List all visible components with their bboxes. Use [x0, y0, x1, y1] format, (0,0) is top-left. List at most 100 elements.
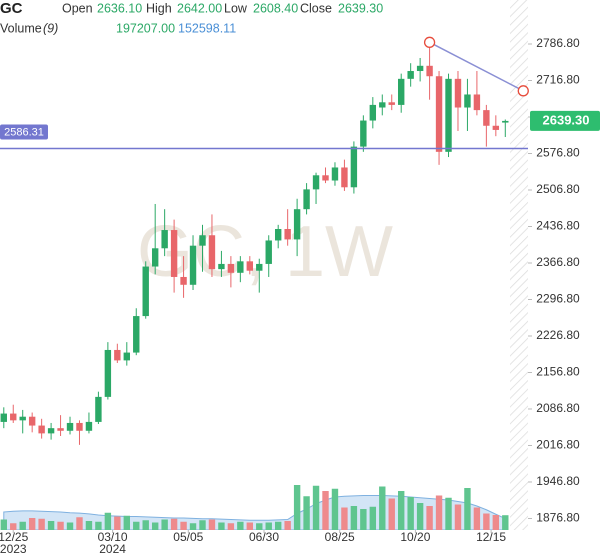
future-hatch	[510, 0, 528, 530]
y-tick-label: 2716.80	[536, 73, 580, 87]
candle-body	[426, 65, 433, 77]
volume-bar	[360, 509, 367, 530]
volume-bar	[199, 520, 206, 530]
volume-bar	[180, 521, 187, 530]
candle-body	[208, 235, 216, 270]
volume-bar	[416, 503, 424, 530]
volume-bar	[85, 521, 93, 530]
field-value: 2636.10	[97, 1, 142, 15]
candle-body	[237, 261, 244, 273]
candle-body	[114, 349, 121, 361]
candle-body	[502, 120, 509, 123]
volume-bar	[473, 507, 481, 530]
candle-body	[161, 230, 168, 249]
candle-body	[369, 104, 377, 121]
y-tick-label: 2506.80	[536, 182, 580, 196]
trend-line	[429, 41, 524, 92]
x-tick-label: 12/25	[0, 530, 29, 544]
volume-bar	[331, 488, 339, 530]
candle-body	[180, 276, 187, 285]
volume-bar	[38, 518, 45, 530]
volume-bar	[464, 488, 471, 530]
volume-bar	[312, 485, 320, 530]
volume-bar	[10, 523, 17, 530]
candle-body	[28, 416, 36, 426]
volume-bar	[114, 516, 121, 530]
volume-bar	[274, 521, 282, 530]
volume-name: Volume	[0, 21, 42, 35]
volume-bar	[322, 491, 329, 530]
candle-body	[483, 110, 490, 126]
y-tick-label: 2576.80	[536, 146, 580, 160]
volume-bar	[170, 518, 178, 530]
y-tick-label: 1876.80	[536, 511, 580, 525]
candle-body	[416, 65, 424, 72]
header: GC Open 2636.10 High 2642.00 Low 2608.40…	[0, 0, 383, 35]
volume-bar	[19, 521, 26, 530]
volume-bar	[189, 523, 197, 530]
field-value: 2639.30	[338, 1, 383, 15]
candle-body	[10, 413, 17, 421]
y-tick-label: 2086.80	[536, 401, 580, 415]
candle-body	[454, 78, 462, 108]
volume-layer	[0, 485, 509, 530]
candle-body	[445, 78, 452, 152]
candle-body	[407, 71, 414, 79]
x-tick-label: 03/10	[98, 530, 128, 544]
candle-body	[322, 175, 329, 181]
candle-body	[274, 228, 282, 241]
x-tick-label: 10/20	[400, 530, 430, 544]
volume-bar	[426, 506, 433, 530]
volume-bar	[435, 495, 443, 530]
price-layer	[0, 42, 509, 445]
candle-body	[76, 422, 83, 431]
volume-bar	[502, 515, 509, 530]
candle-body	[312, 175, 320, 190]
volume-bar	[66, 522, 74, 530]
field-name: Low	[224, 1, 248, 15]
candle-body	[473, 94, 481, 111]
volume-bar	[47, 521, 55, 530]
candle-body	[19, 416, 26, 421]
y-tick-label: 2226.80	[536, 328, 580, 342]
watermark: GC, 1W	[137, 212, 393, 292]
volume-bar	[369, 506, 377, 530]
candle-body	[331, 167, 339, 181]
volume-bar	[227, 523, 235, 530]
volume-bar	[0, 519, 7, 530]
volume-bar	[161, 519, 168, 530]
volume-bar	[284, 521, 291, 530]
trend-line-handle	[423, 36, 436, 48]
volume-ma-value: 152598.11	[178, 21, 236, 35]
volume-bar	[341, 507, 348, 530]
y-tick-label: 2366.80	[536, 255, 580, 269]
y-tick-label: 1946.80	[536, 474, 580, 488]
volume-bar	[95, 521, 102, 530]
volume-bar	[379, 486, 386, 530]
volume-bar	[445, 497, 452, 530]
volume-bar	[483, 513, 490, 530]
candle-body	[38, 425, 45, 434]
volume-value: 197207.00	[116, 21, 175, 35]
volume-bar	[388, 498, 395, 530]
candle-body	[293, 209, 301, 240]
volume-bar	[398, 491, 405, 530]
candle-body	[170, 230, 178, 277]
candle-body	[388, 102, 395, 105]
x-tick-label: 05/05	[173, 530, 203, 544]
candle-body	[66, 422, 74, 431]
volume-bar	[265, 522, 272, 530]
candle-body	[284, 228, 291, 240]
volume-bar	[303, 496, 310, 530]
candle-body	[142, 266, 149, 317]
x-tick-label: 08/25	[325, 530, 355, 544]
field-value: 2608.40	[253, 1, 298, 15]
volume-bar	[293, 485, 301, 530]
y-tick-label: 2156.80	[536, 365, 580, 379]
volume-bar	[208, 519, 216, 530]
horizontal-line-label-box	[0, 124, 48, 140]
volume-bar	[256, 523, 263, 530]
candle-body	[265, 240, 272, 264]
candle-body	[360, 120, 367, 147]
